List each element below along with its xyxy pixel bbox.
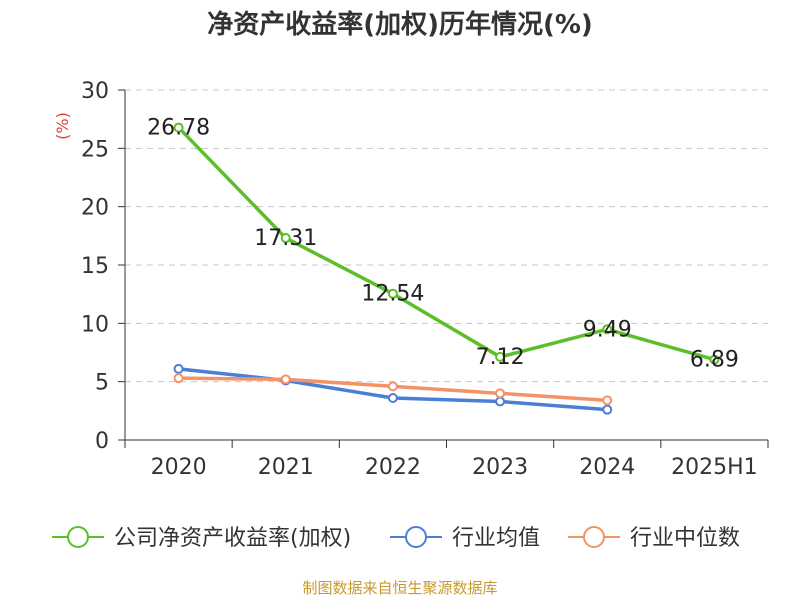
data-point: [709, 354, 720, 365]
x-tick-label: 2020: [151, 455, 207, 480]
data-label: 7.12: [476, 345, 525, 370]
series-line-0: [177, 126, 715, 362]
series-points: [173, 122, 720, 415]
y-tick-label: 30: [81, 79, 109, 104]
data-point: [173, 363, 184, 374]
legend-label: 行业均值: [452, 526, 540, 551]
legend-label: 公司净资产收益率(加权): [114, 526, 351, 551]
x-tick-label: 2022: [365, 455, 421, 480]
data-point: [602, 324, 613, 335]
y-axis-label: (%): [53, 112, 72, 140]
data-label: 12.54: [361, 282, 424, 307]
legend-label: 行业中位数: [630, 526, 740, 551]
data-point: [173, 122, 184, 133]
source-note: 制图数据来自恒生聚源数据库: [302, 579, 497, 597]
series-lines: [177, 126, 715, 412]
data-label: 6.89: [690, 348, 739, 373]
chart-title: 净资产收益率(加权)历年情况(%): [207, 9, 593, 40]
y-tick-label: 5: [95, 371, 109, 396]
legend-swatch-marker: [405, 526, 427, 548]
data-point: [495, 351, 506, 362]
x-tick-label: 2021: [258, 455, 314, 480]
x-tick-label: 2024: [579, 455, 635, 480]
data-point: [387, 288, 398, 299]
data-point: [602, 395, 613, 406]
y-tick-label: 20: [81, 196, 109, 221]
y-tick-label: 25: [81, 137, 109, 162]
data-point: [495, 388, 506, 399]
x-tick-label: 2025H1: [671, 455, 758, 480]
data-point: [173, 373, 184, 384]
data-labels: 26.78 17.31 12.54 7.12 9.49 6.89: [147, 116, 739, 373]
legend-swatch-marker: [67, 526, 89, 548]
legend: 公司净资产收益率(加权) 行业均值 行业中位数: [52, 526, 740, 551]
y-tick-label: 10: [81, 312, 109, 337]
data-point: [602, 404, 613, 415]
data-point: [387, 393, 398, 403]
y-tick-label: 0: [95, 429, 109, 454]
data-label: 17.31: [254, 226, 317, 251]
gridlines: [125, 89, 768, 383]
data-point: [495, 396, 506, 407]
data-point: [387, 381, 398, 392]
data-label: 26.78: [147, 116, 210, 141]
axes: 0 5 10 15 20 25 30 2020 2021 2022 2023 2024 2025H1: [81, 79, 769, 480]
data-point: [280, 233, 291, 244]
legend-swatch-marker: [583, 526, 605, 548]
data-point: [280, 374, 291, 385]
data-label: 9.49: [583, 317, 632, 342]
y-tick-label: 15: [81, 254, 109, 279]
x-tick-label: 2023: [472, 455, 528, 480]
